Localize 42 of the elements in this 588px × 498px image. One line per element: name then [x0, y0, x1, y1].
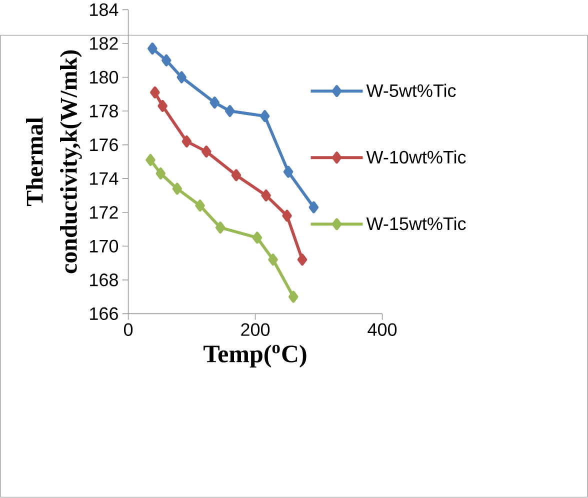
- point: [252, 232, 262, 244]
- y-tick-label: 172: [90, 206, 118, 219]
- legend-label: W-15wt%Tic: [366, 217, 466, 230]
- point: [268, 254, 278, 266]
- legend-label: W-10wt%Tic: [366, 150, 466, 164]
- point: [202, 146, 212, 158]
- point: [308, 201, 319, 214]
- point: [231, 169, 242, 182]
- y-tick-label: 170: [90, 240, 118, 253]
- point: [283, 166, 294, 178]
- point: [224, 105, 235, 118]
- point: [148, 42, 158, 55]
- point: [210, 96, 220, 109]
- x-axis-title: Temp($^{o}$C): [204, 344, 306, 368]
- y-tick-label: 182: [90, 37, 118, 50]
- y-axis-title: Thermal conductivity,k(W/mk): [26, 50, 82, 274]
- point: [172, 182, 182, 195]
- y-tick-label: 176: [90, 138, 118, 152]
- y-tick-label: 178: [90, 104, 118, 118]
- point: [260, 110, 270, 122]
- x-tick-label: 200: [241, 323, 270, 336]
- point: [176, 71, 186, 84]
- point: [215, 222, 226, 234]
- x-tick-label: 400: [368, 323, 397, 336]
- point: [158, 100, 168, 112]
- point: [150, 86, 160, 99]
- y-tick-label: 184: [90, 3, 118, 16]
- point: [156, 168, 166, 180]
- point: [195, 200, 205, 212]
- legend-label: W-5wt%Tic: [366, 84, 456, 98]
- point: [282, 210, 292, 222]
- point: [261, 190, 271, 202]
- point: [297, 254, 308, 266]
- point: [182, 136, 192, 148]
- y-tick-label: 180: [90, 70, 118, 84]
- y-tick-label: 174: [90, 172, 118, 185]
- y-tick-label: 168: [90, 274, 118, 286]
- y-tick-label: 166: [90, 307, 118, 320]
- point: [146, 154, 156, 166]
- x-tick-label: 0: [124, 323, 133, 336]
- point: [162, 54, 172, 66]
- point: [288, 290, 298, 303]
